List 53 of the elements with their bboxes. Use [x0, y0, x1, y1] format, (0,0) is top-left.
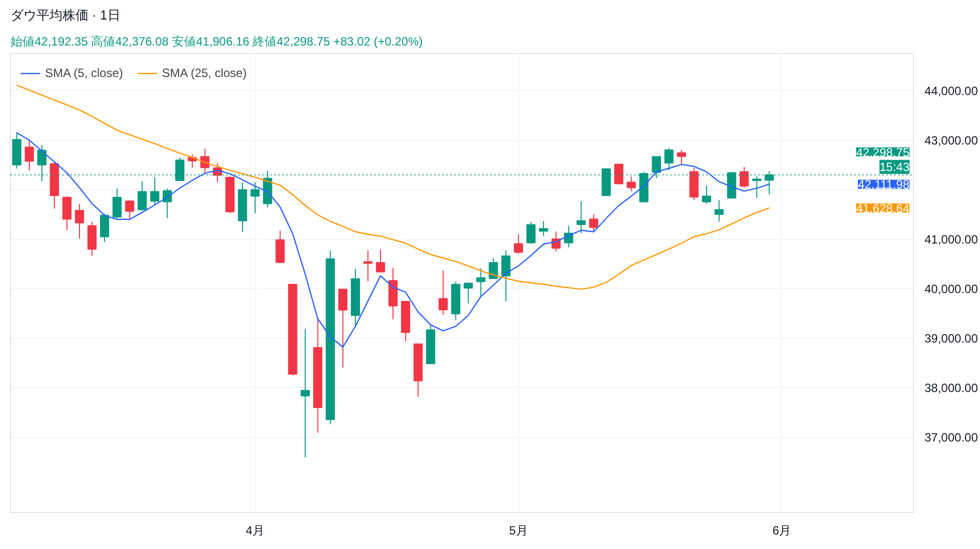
- candlestick: [250, 182, 260, 214]
- candlestick: [501, 250, 510, 302]
- candlestick: [100, 213, 110, 243]
- candlestick: [702, 185, 712, 204]
- x-tick-label: 4月: [246, 524, 264, 538]
- line-series: [16, 132, 770, 348]
- candlestick: [676, 150, 686, 166]
- candlestick: [538, 220, 548, 236]
- candlestick: [614, 164, 624, 184]
- candlestick: [576, 200, 586, 234]
- legend-label: SMA (5, close): [45, 66, 124, 80]
- annotation: 42,111.98: [858, 178, 910, 192]
- x-tick-label: 6月: [772, 524, 792, 538]
- legend-label: SMA (25, close): [162, 66, 247, 80]
- y-tick-label: 38,000.00: [924, 381, 978, 396]
- candlestick: [138, 180, 147, 212]
- candlestick: [276, 230, 285, 264]
- y-tick-label: 41,000.00: [924, 232, 978, 247]
- y-tick-label: 44,000.00: [924, 84, 978, 98]
- candlestick: [74, 203, 84, 240]
- candlestick: [526, 221, 536, 244]
- annotation: 41,628.64: [856, 201, 910, 216]
- candlestick: [24, 140, 34, 172]
- y-tick-label: 39,000.00: [924, 332, 978, 346]
- y-tick-label: 37,000.00: [924, 430, 978, 445]
- candlestick: [300, 328, 310, 458]
- candlestick: [514, 234, 524, 255]
- candlestick: [338, 288, 348, 368]
- candlestick: [87, 221, 97, 257]
- candlestick: [62, 196, 72, 231]
- candlestick: [464, 282, 473, 304]
- x-tick-label: 5月: [509, 524, 528, 538]
- candlestick: [589, 214, 598, 233]
- chart-title: ダウ平均株価 · 1日: [10, 8, 120, 22]
- candlestick: [626, 176, 636, 192]
- chart-subtitle: 始値42,192.35 高値42,376.08 安値41,906.16 終値42,298.75 +83.02 (+0.20%): [10, 34, 423, 48]
- candlestick: [752, 176, 762, 198]
- candlestick: [125, 200, 134, 220]
- candlestick: [740, 166, 749, 188]
- candlestick: [488, 257, 498, 279]
- y-tick-label: 43,000.00: [924, 134, 978, 148]
- ref-line-label: 42,298.75: [856, 145, 910, 160]
- candlestick: [438, 270, 448, 316]
- candlestick: [376, 248, 386, 273]
- candlestick: [714, 200, 724, 222]
- candlestick: [363, 250, 373, 282]
- candlestick: [112, 188, 122, 219]
- annotation: 15:43: [879, 160, 910, 174]
- candlestick: [476, 268, 486, 297]
- candlestick: [162, 188, 172, 219]
- line-series: [16, 84, 770, 290]
- candlestick: [664, 148, 674, 171]
- y-tick-label: 40,000.00: [924, 282, 978, 296]
